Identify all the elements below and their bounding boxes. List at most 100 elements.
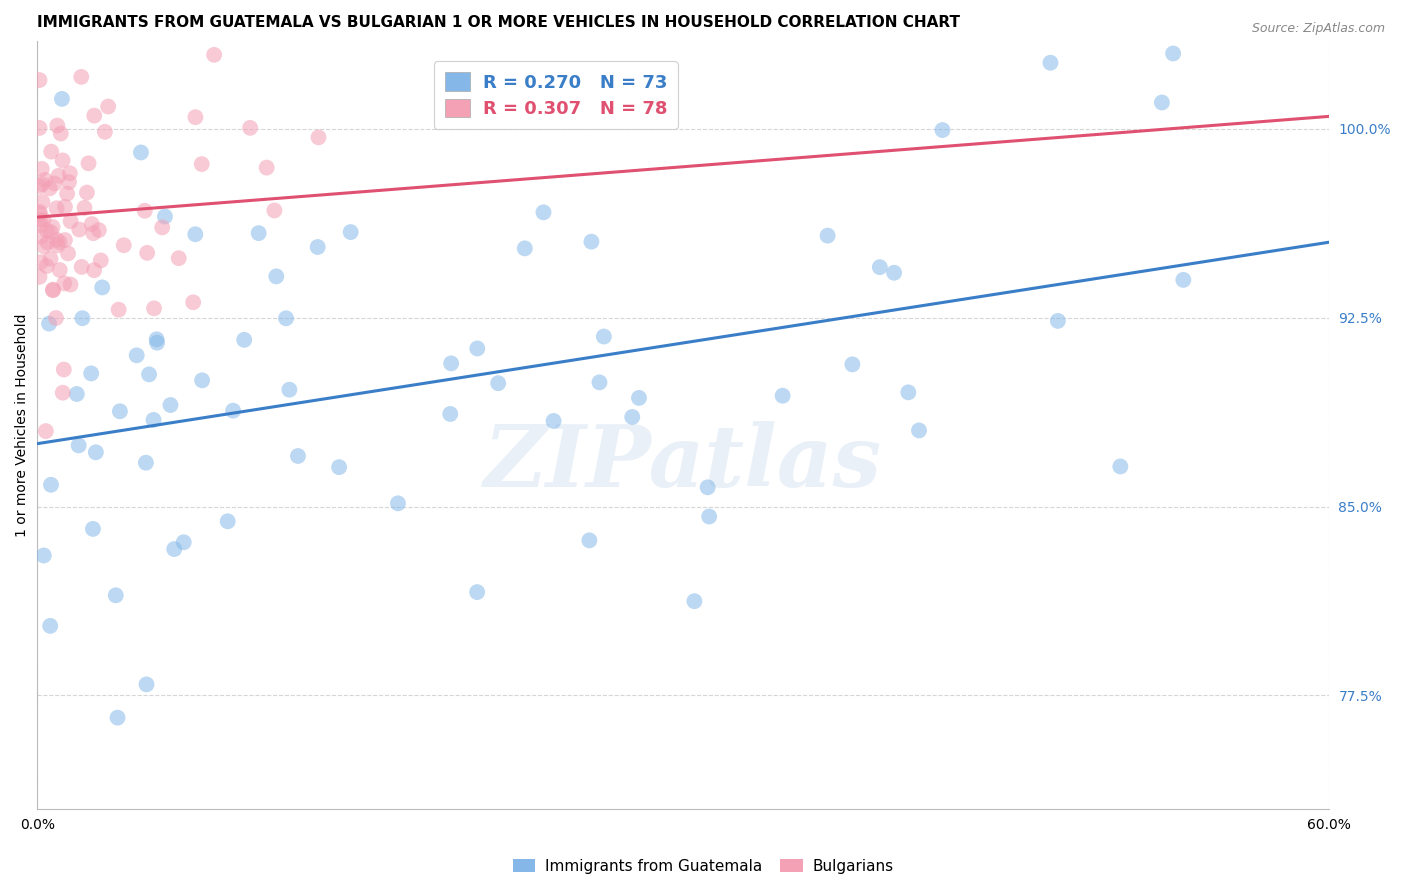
Point <box>108 404 131 418</box>
Text: IMMIGRANTS FROM GUATEMALA VS BULGARIAN 1 OR MORE VEHICLES IN HOUSEHOLD CORRELATI: IMMIGRANTS FROM GUATEMALA VS BULGARIAN 1… <box>38 15 960 30</box>
Point <box>32 213 55 227</box>
Point <box>49 127 72 141</box>
Point <box>143 301 166 316</box>
Point <box>1150 95 1173 110</box>
Point <box>683 594 706 608</box>
Point <box>387 496 409 510</box>
Point <box>82 522 104 536</box>
Point <box>30 255 52 269</box>
Point <box>256 161 278 175</box>
Point <box>931 123 953 137</box>
Point <box>533 205 555 219</box>
Point <box>39 477 62 491</box>
Point <box>181 295 204 310</box>
Point <box>87 223 110 237</box>
Point <box>83 109 105 123</box>
Point <box>46 238 69 252</box>
Point <box>28 73 51 87</box>
Legend: R = 0.270   N = 73, R = 0.307   N = 78: R = 0.270 N = 73, R = 0.307 N = 78 <box>434 62 678 129</box>
Point <box>135 456 157 470</box>
Point <box>39 145 62 159</box>
Point <box>52 153 75 168</box>
Text: ZIPatlas: ZIPatlas <box>484 421 882 505</box>
Point <box>32 239 55 253</box>
Point <box>45 201 67 215</box>
Point <box>134 203 156 218</box>
Point <box>869 260 891 275</box>
Point <box>51 92 73 106</box>
Point <box>31 194 53 209</box>
Point <box>233 333 256 347</box>
Point <box>31 177 53 191</box>
Point <box>28 269 51 284</box>
Point <box>136 245 159 260</box>
Point <box>266 269 288 284</box>
Point <box>107 302 129 317</box>
Point <box>817 228 839 243</box>
Text: Source: ZipAtlas.com: Source: ZipAtlas.com <box>1251 22 1385 36</box>
Point <box>45 233 67 247</box>
Point <box>73 201 96 215</box>
Point <box>465 342 488 356</box>
Point <box>125 348 148 362</box>
Point <box>39 619 62 633</box>
Point <box>247 226 270 240</box>
Point <box>146 335 169 350</box>
Point <box>696 480 718 494</box>
Point <box>30 229 52 244</box>
Point <box>42 283 65 297</box>
Point <box>82 226 104 240</box>
Point <box>581 235 603 249</box>
Point <box>439 407 461 421</box>
Point <box>38 181 60 195</box>
Point <box>84 445 107 459</box>
Point <box>883 266 905 280</box>
Point <box>97 99 120 113</box>
Point <box>239 120 262 135</box>
Point <box>287 449 309 463</box>
Point <box>41 220 63 235</box>
Point <box>72 311 94 326</box>
Point <box>94 125 117 139</box>
Point <box>56 186 79 201</box>
Point <box>1039 55 1062 70</box>
Point <box>34 173 56 187</box>
Point <box>163 542 186 557</box>
Point <box>145 332 167 346</box>
Point <box>46 119 69 133</box>
Point <box>28 207 51 221</box>
Point <box>83 263 105 277</box>
Point <box>52 385 75 400</box>
Point <box>42 283 65 297</box>
Point <box>28 204 51 219</box>
Point <box>76 186 98 200</box>
Point <box>39 225 62 239</box>
Point <box>191 373 214 387</box>
Point <box>621 409 644 424</box>
Point <box>153 210 176 224</box>
Point <box>56 246 79 260</box>
Point <box>841 357 863 371</box>
Point <box>202 47 225 62</box>
Y-axis label: 1 or more Vehicles in Household: 1 or more Vehicles in Household <box>15 313 30 536</box>
Point <box>135 677 157 691</box>
Point <box>70 70 93 84</box>
Point <box>1173 273 1195 287</box>
Point <box>49 263 72 277</box>
Point <box>190 157 212 171</box>
Point <box>53 277 76 291</box>
Point <box>627 391 650 405</box>
Legend: Immigrants from Guatemala, Bulgarians: Immigrants from Guatemala, Bulgarians <box>506 853 900 880</box>
Point <box>70 260 93 274</box>
Point <box>328 460 350 475</box>
Point <box>48 169 70 183</box>
Point <box>308 130 330 145</box>
Point <box>578 533 600 548</box>
Point <box>138 368 160 382</box>
Point <box>1046 314 1069 328</box>
Point <box>59 214 82 228</box>
Point <box>263 203 285 218</box>
Point <box>77 156 100 170</box>
Point <box>90 253 112 268</box>
Point <box>339 225 361 239</box>
